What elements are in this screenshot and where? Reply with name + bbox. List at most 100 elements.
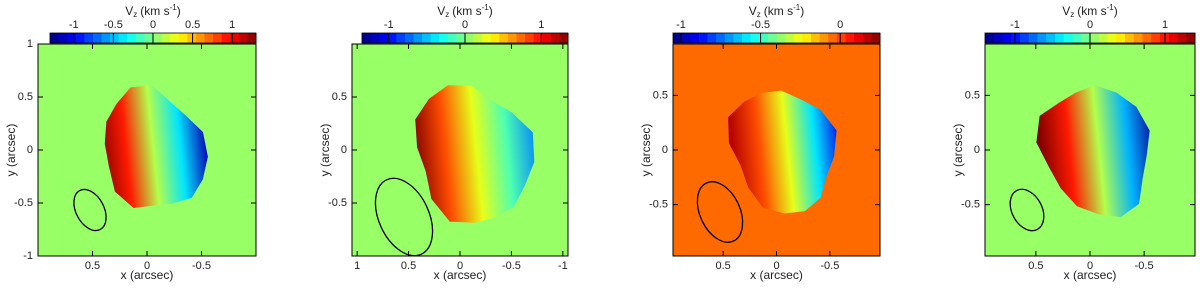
colorbar-segment — [238, 33, 248, 43]
label-sup: -1 — [482, 3, 490, 12]
colorbar-segment — [482, 33, 492, 43]
y-tick-label: 0 — [27, 144, 33, 156]
label-symbol: V — [437, 4, 445, 18]
colorbar-segment — [507, 33, 517, 43]
colorbar-segment — [871, 33, 881, 43]
colorbar-segment — [430, 33, 440, 43]
y-tick-label: 0.5 — [653, 89, 668, 101]
beam — [374, 177, 434, 257]
colorbar-segment — [724, 33, 734, 43]
label-sub: z — [757, 10, 761, 19]
y-axis-label: y (arcsec) — [639, 124, 653, 177]
colorbar-segment — [673, 33, 683, 43]
colorbar-segment — [1081, 33, 1091, 43]
colorbar-tick-label: -1 — [1010, 19, 1020, 31]
colorbar-label: Vz (km s-1) — [437, 3, 492, 19]
colorbar-tick-label: -0.5 — [751, 19, 770, 31]
colorbar-segment — [1107, 33, 1117, 43]
colorbar-frame — [672, 32, 881, 44]
colorbar-segment — [499, 33, 509, 43]
colorbar-segment — [1098, 33, 1108, 43]
colorbar-segment — [993, 33, 1003, 43]
y-tick-label: 0 — [341, 144, 347, 156]
colorbar-segment — [698, 33, 708, 43]
x-tick-label: -0.5 — [820, 260, 839, 272]
x-tick-label: 0.5 — [716, 260, 731, 272]
colorbar-segment — [750, 33, 760, 43]
colorbar-segment — [1168, 33, 1178, 43]
colorbar-label: Vz (km s-1) — [1062, 3, 1117, 19]
colorbar-segment — [362, 33, 372, 43]
colorbar-segment — [559, 33, 569, 43]
label-sup: -1 — [170, 3, 178, 12]
y-tick-label: -1 — [23, 250, 33, 262]
colorbar-segment — [802, 33, 812, 43]
colorbar-segment — [1037, 33, 1047, 43]
colorbar-label: Vz (km s-1) — [749, 3, 804, 19]
y-tick-label: 0 — [662, 144, 668, 156]
x-axis-label: x (arcsec) — [121, 268, 174, 282]
colorbar-segment — [110, 33, 120, 43]
x-tick-label: 0.5 — [85, 260, 100, 272]
colorbar-segment — [195, 33, 205, 43]
colorbar-segment — [396, 33, 406, 43]
colorbar-segment — [153, 33, 163, 43]
x-tick-label: 0 — [457, 260, 463, 272]
colorbar-segment — [135, 33, 145, 43]
colorbar-segment — [1090, 33, 1100, 43]
colorbar-label: Vz (km s-1) — [125, 3, 180, 19]
colorbar-segment — [178, 33, 188, 43]
colorbar-segment — [370, 33, 380, 43]
colorbar-segment — [213, 33, 223, 43]
x-tick-label: -0.5 — [1135, 260, 1154, 272]
colorbar-segment — [75, 33, 85, 43]
label-unit: (km s — [764, 4, 793, 18]
y-tick-label: 0.5 — [965, 89, 980, 101]
colorbar-segment — [50, 33, 60, 43]
x-axis-label: x (arcsec) — [750, 268, 803, 282]
colorbar-segment — [776, 33, 786, 43]
colorbar-segment — [733, 33, 743, 43]
colorbar-segment — [413, 33, 423, 43]
colorbar-segment — [854, 33, 864, 43]
colorbar-segment — [1177, 33, 1187, 43]
colorbar-segment — [447, 33, 457, 43]
colorbar-segment — [379, 33, 389, 43]
colorbar-segment — [204, 33, 214, 43]
colorbar-segment — [742, 33, 752, 43]
colorbar-segment — [490, 33, 500, 43]
colorbar-segment — [1151, 33, 1161, 43]
beam — [696, 181, 744, 243]
colorbar-segment — [404, 33, 414, 43]
colorbar-segment — [767, 33, 777, 43]
x-tick-label: 0 — [144, 260, 150, 272]
colorbar-segment — [836, 33, 846, 43]
colorbar-tick-label: 0 — [1087, 19, 1093, 31]
x-tick-label: 0 — [773, 260, 779, 272]
colorbar-segment — [439, 33, 449, 43]
beam — [1009, 188, 1045, 232]
colorbar-tick-label: 0 — [462, 19, 468, 31]
colorbar-segment — [716, 33, 726, 43]
colorbar-segment — [58, 33, 68, 43]
colorbar-segment — [101, 33, 111, 43]
colorbar-segment — [473, 33, 483, 43]
colorbar-segment — [1011, 33, 1021, 43]
colorbar-segment — [422, 33, 432, 43]
colorbar-segment — [845, 33, 855, 43]
colorbar-segment — [92, 33, 102, 43]
colorbar-segment — [127, 33, 137, 43]
colorbar-segment — [525, 33, 535, 43]
label-unit: (km s — [1077, 4, 1106, 18]
x-tick-label: 0 — [1087, 260, 1093, 272]
colorbar-segment — [862, 33, 872, 43]
x-tick-label: -1 — [558, 260, 568, 272]
x-tick-label: 1 — [354, 260, 360, 272]
colorbar-segment — [118, 33, 128, 43]
label-symbol: V — [749, 4, 757, 18]
label-close: ) — [1114, 4, 1118, 18]
label-sub: z — [445, 10, 449, 19]
colorbar-segment — [1072, 33, 1082, 43]
y-tick-label: -0.5 — [328, 197, 347, 209]
colorbar-segment — [1186, 33, 1196, 43]
